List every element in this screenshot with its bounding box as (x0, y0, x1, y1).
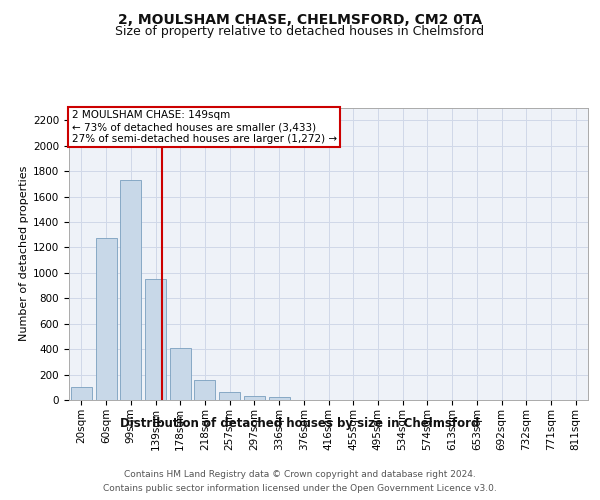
Text: Contains public sector information licensed under the Open Government Licence v3: Contains public sector information licen… (103, 484, 497, 493)
Text: 2 MOULSHAM CHASE: 149sqm
← 73% of detached houses are smaller (3,433)
27% of sem: 2 MOULSHAM CHASE: 149sqm ← 73% of detach… (71, 110, 337, 144)
Bar (269, 398, 290, 400)
Bar (71, 388, 92, 400)
Text: Contains HM Land Registry data © Crown copyright and database right 2024.: Contains HM Land Registry data © Crown c… (124, 470, 476, 479)
Bar (194, 380, 215, 400)
Bar (120, 180, 141, 400)
Bar (219, 392, 240, 400)
Text: Size of property relative to detached houses in Chelmsford: Size of property relative to detached ho… (115, 25, 485, 38)
Bar (170, 348, 191, 400)
Bar (145, 279, 166, 400)
Bar (244, 396, 265, 400)
Text: Distribution of detached houses by size in Chelmsford: Distribution of detached houses by size … (121, 418, 479, 430)
Y-axis label: Number of detached properties: Number of detached properties (19, 166, 29, 342)
Text: 2, MOULSHAM CHASE, CHELMSFORD, CM2 0TA: 2, MOULSHAM CHASE, CHELMSFORD, CM2 0TA (118, 12, 482, 26)
Bar (95, 238, 116, 400)
